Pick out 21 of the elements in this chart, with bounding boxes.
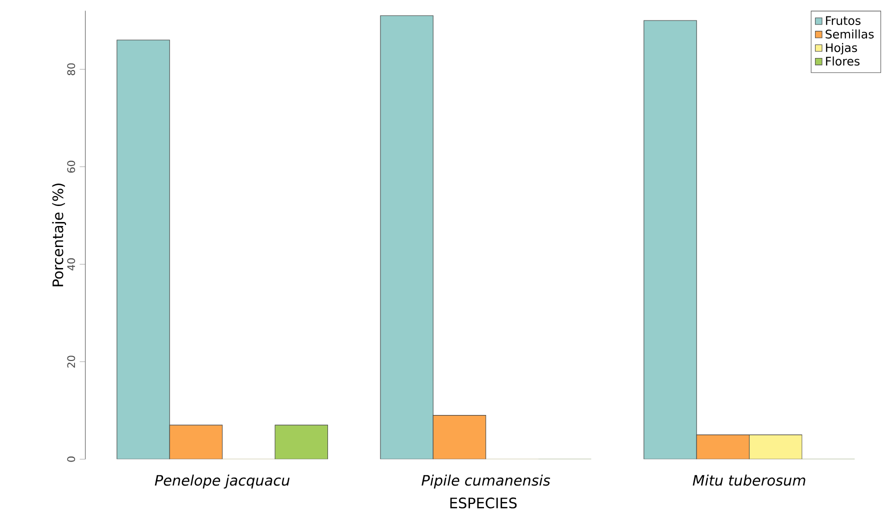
x-tick-label: Pipile cumanensis xyxy=(422,474,550,489)
bar xyxy=(432,415,486,460)
y-tick-label: 80 xyxy=(67,63,76,76)
y-tick-label: 40 xyxy=(67,258,76,270)
x-tick-label: Penelope jacquacu xyxy=(154,474,290,489)
legend-label: Hojas xyxy=(826,43,858,54)
bar xyxy=(644,20,697,460)
bar xyxy=(169,424,223,460)
x-tick-label: Mitu tuberosum xyxy=(692,474,806,486)
y-tick-label: 0 xyxy=(67,456,76,462)
bar xyxy=(380,15,434,460)
y-tick-label: 20 xyxy=(67,356,76,368)
legend-label: Flores xyxy=(826,56,860,66)
y-axis-title: Porcentaje (%) xyxy=(52,184,66,286)
x-axis-title: ESPECIES xyxy=(450,498,517,508)
bar xyxy=(116,40,170,460)
legend-label: Frutos xyxy=(826,16,860,26)
legend-label: Semillas xyxy=(826,30,874,39)
bar xyxy=(696,434,750,460)
bar xyxy=(274,424,328,460)
y-tick-label: 60 xyxy=(67,160,76,173)
